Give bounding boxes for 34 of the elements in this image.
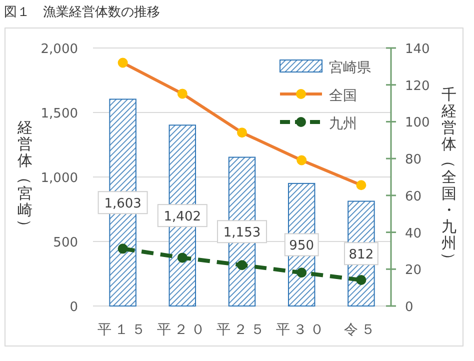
y-tick-label: 1,000 <box>40 171 78 186</box>
y2-tick-label: 20 <box>405 263 422 278</box>
x-tick-label: 令５ <box>344 322 378 338</box>
y2-tick-label: 60 <box>405 189 422 204</box>
y2-tick-label: 80 <box>405 152 422 168</box>
legend-label: 宮崎県 <box>329 60 371 76</box>
text: 千経営体（全国・九州） <box>440 86 458 267</box>
point <box>296 268 307 278</box>
x-tick-label: 平１５ <box>97 322 148 338</box>
chart-title: 図１ 漁業経営体数の推移 <box>4 5 160 20</box>
x-tick-label: 平３０ <box>276 322 328 338</box>
legend-label: 九州 <box>329 116 357 132</box>
y-tick-label: 1,500 <box>40 106 78 122</box>
y2-tick-label: 140 <box>405 42 430 57</box>
data-label: 1,153 <box>223 226 261 241</box>
y-tick-label: 2,000 <box>40 42 78 57</box>
legend-label: 全国 <box>329 88 357 104</box>
data-label: 950 <box>289 238 314 254</box>
y2-tick-label: 40 <box>405 226 422 242</box>
y2-tick-label: 0 <box>405 300 414 315</box>
data-label: 1,402 <box>164 210 202 225</box>
data-label: 812 <box>348 248 374 263</box>
y-axis-title: 経営体（宮崎） <box>16 118 34 234</box>
data-label: 1,603 <box>104 196 142 212</box>
y2-tick-label: 100 <box>405 116 430 131</box>
x-tick-label: 平２５ <box>216 322 268 338</box>
point <box>118 244 128 254</box>
point <box>177 252 188 263</box>
y-tick-label: 0 <box>70 300 78 315</box>
y-tick-label: 500 <box>53 236 78 250</box>
x-tick-label: 平２０ <box>156 322 208 338</box>
point <box>356 275 366 286</box>
y2-tick-label: 120 <box>405 78 430 94</box>
point <box>237 260 247 270</box>
